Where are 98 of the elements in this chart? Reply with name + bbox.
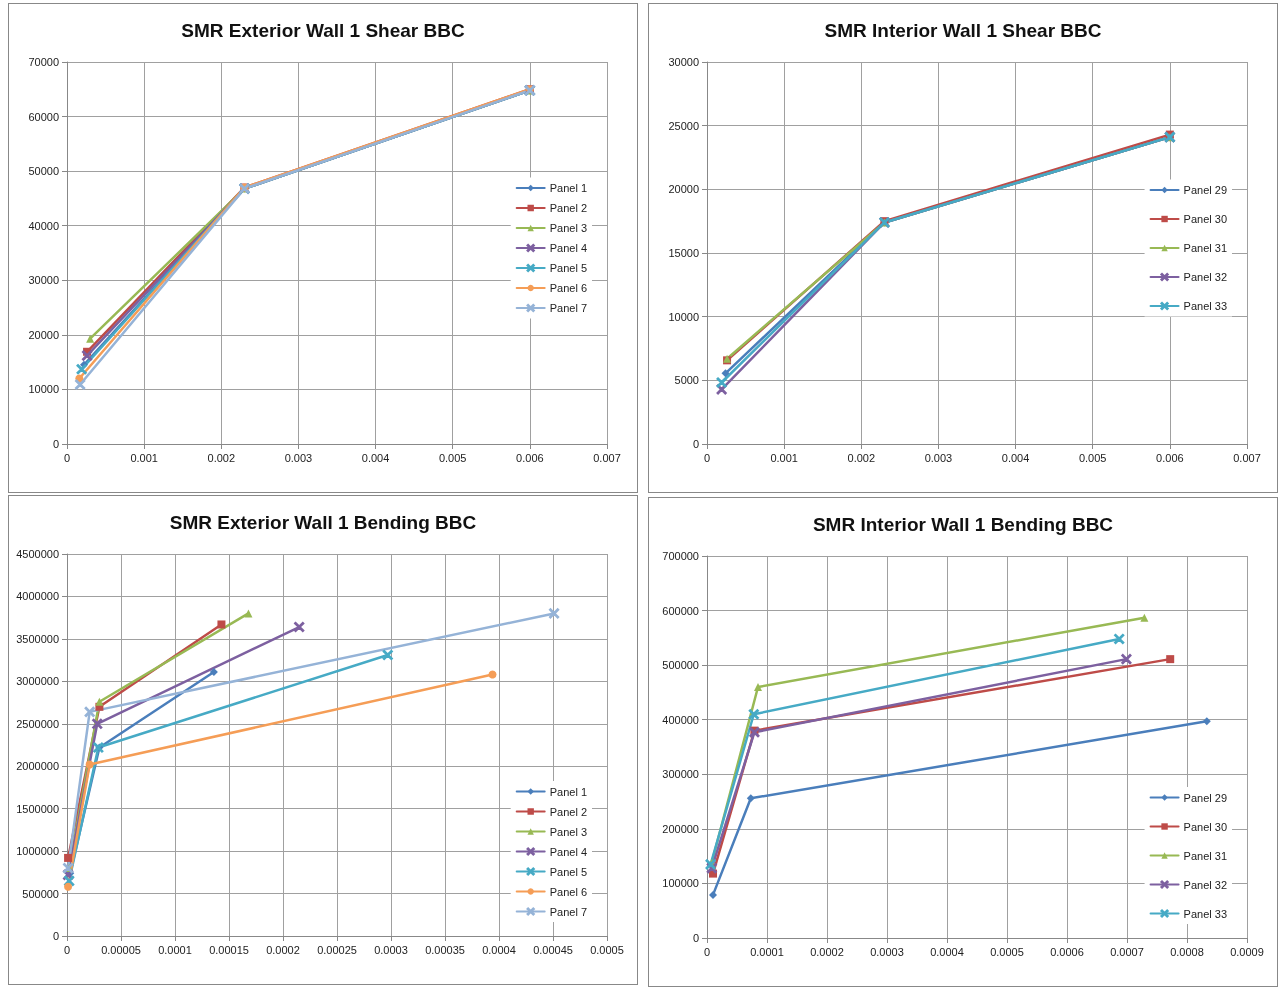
x-tick-label: 0 [703, 945, 711, 958]
x-tick-label: 0.001 [130, 451, 158, 464]
x-tick-label: 0.004 [361, 451, 390, 464]
legend-label: Panel 3 [549, 825, 587, 838]
y-tick-label: 0 [52, 438, 59, 450]
y-tick-label: 3500000 [16, 632, 59, 645]
x-tick-label: 0.0002 [266, 943, 300, 956]
x-tick-label: 0.003 [284, 451, 313, 464]
y-tick-label: 20000 [28, 328, 59, 341]
x-tick-label: 0.00045 [533, 943, 573, 956]
x-tick-label: 0.0002 [810, 945, 844, 958]
y-tick-label: 3000000 [16, 675, 59, 688]
y-tick-label: 15000 [668, 247, 699, 259]
x-tick-label: 0.0006 [1050, 945, 1084, 958]
legend-label: Panel 31 [1183, 242, 1228, 254]
chart-title: SMR Exterior Wall 1 Shear BBC [181, 20, 465, 41]
x-tick-label: 0 [63, 943, 71, 956]
x-tick-label: 0.002 [207, 451, 236, 464]
x-tick-label: 0.0005 [990, 945, 1024, 958]
legend-label: Panel 7 [549, 905, 587, 918]
x-tick-label: 0.00035 [425, 943, 465, 956]
y-tick-label: 4500000 [16, 548, 59, 560]
legend-label: Panel 2 [549, 805, 587, 818]
y-tick-label: 0 [692, 932, 699, 944]
y-tick-label: 300000 [662, 768, 699, 781]
legend-label: Panel 5 [549, 262, 587, 274]
legend-label: Panel 32 [1183, 271, 1228, 283]
legend-label: Panel 30 [1183, 213, 1228, 225]
x-tick-label: 0.007 [593, 451, 621, 464]
legend-label: Panel 3 [549, 222, 587, 234]
legend-label: Panel 31 [1183, 849, 1228, 862]
x-tick-label: 0.00005 [101, 943, 141, 956]
y-tick-label: 5000 [674, 374, 699, 387]
legend-label: Panel 5 [549, 865, 587, 878]
legend-label: Panel 32 [1183, 878, 1228, 891]
y-tick-label: 0 [692, 438, 699, 450]
y-tick-label: 200000 [662, 822, 699, 835]
x-tick-label: 0.0009 [1230, 945, 1264, 958]
y-tick-label: 500000 [22, 887, 59, 900]
x-tick-label: 0.003 [924, 451, 953, 464]
chart-title: SMR Exterior Wall 1 Bending BBC [169, 512, 477, 533]
y-tick-label: 1500000 [16, 802, 59, 815]
x-tick-label: 0.007 [1233, 451, 1261, 464]
y-tick-label: 70000 [28, 56, 59, 68]
legend-label: Panel 29 [1183, 791, 1228, 804]
chart-title: SMR Interior Wall 1 Bending BBC [812, 514, 1114, 535]
y-tick-label: 2000000 [16, 760, 59, 773]
y-tick-label: 4000000 [16, 590, 59, 603]
y-tick-label: 100000 [662, 877, 699, 890]
x-tick-label: 0.00015 [209, 943, 249, 956]
y-tick-label: 0 [52, 930, 59, 942]
x-tick-label: 0.002 [847, 451, 876, 464]
y-tick-label: 40000 [28, 219, 59, 232]
y-tick-label: 400000 [662, 713, 699, 726]
legend-label: Panel 1 [549, 785, 587, 798]
y-tick-label: 2500000 [16, 717, 59, 730]
x-tick-label: 0.0003 [374, 943, 408, 956]
y-tick-label: 60000 [28, 110, 59, 123]
y-tick-label: 10000 [668, 310, 699, 323]
y-tick-label: 25000 [668, 119, 699, 132]
x-tick-label: 0.0008 [1170, 945, 1204, 958]
x-tick-label: 0.005 [438, 451, 467, 464]
y-tick-label: 1000000 [16, 845, 59, 858]
legend-label: Panel 1 [549, 182, 587, 194]
legend-label: Panel 4 [549, 845, 587, 858]
y-tick-label: 600000 [662, 604, 699, 617]
y-tick-label: 10000 [28, 383, 59, 396]
legend-label: Panel 6 [549, 885, 587, 898]
legend-label: Panel 29 [1183, 184, 1228, 196]
legend-label: Panel 2 [549, 202, 587, 214]
y-tick-label: 30000 [668, 56, 699, 68]
x-tick-label: 0.006 [1156, 451, 1184, 464]
y-tick-label: 700000 [662, 550, 699, 562]
y-tick-label: 50000 [28, 165, 59, 178]
y-tick-label: 30000 [28, 274, 59, 287]
legend-label: Panel 6 [549, 282, 587, 294]
chart-title: SMR Interior Wall 1 Shear BBC [824, 20, 1102, 41]
legend-label: Panel 33 [1183, 300, 1228, 312]
x-tick-label: 0.00025 [317, 943, 357, 956]
x-tick-label: 0.004 [1001, 451, 1030, 464]
x-tick-label: 0.005 [1078, 451, 1107, 464]
legend-label: Panel 4 [549, 242, 587, 254]
x-tick-label: 0.0004 [482, 943, 516, 956]
legend-label: Panel 30 [1183, 820, 1228, 833]
x-tick-label: 0.001 [770, 451, 798, 464]
x-tick-label: 0.006 [516, 451, 544, 464]
x-tick-label: 0.0001 [158, 943, 192, 956]
legend-label: Panel 7 [549, 302, 587, 314]
x-tick-label: 0.0004 [930, 945, 964, 958]
y-tick-label: 500000 [662, 659, 699, 672]
x-tick-label: 0 [703, 451, 711, 464]
legend-label: Panel 33 [1183, 907, 1228, 920]
x-tick-label: 0.0003 [870, 945, 904, 958]
x-tick-label: 0 [63, 451, 71, 464]
x-tick-label: 0.0007 [1110, 945, 1144, 958]
x-tick-label: 0.0001 [750, 945, 784, 958]
y-tick-label: 20000 [668, 183, 699, 196]
x-tick-label: 0.0005 [590, 943, 624, 956]
